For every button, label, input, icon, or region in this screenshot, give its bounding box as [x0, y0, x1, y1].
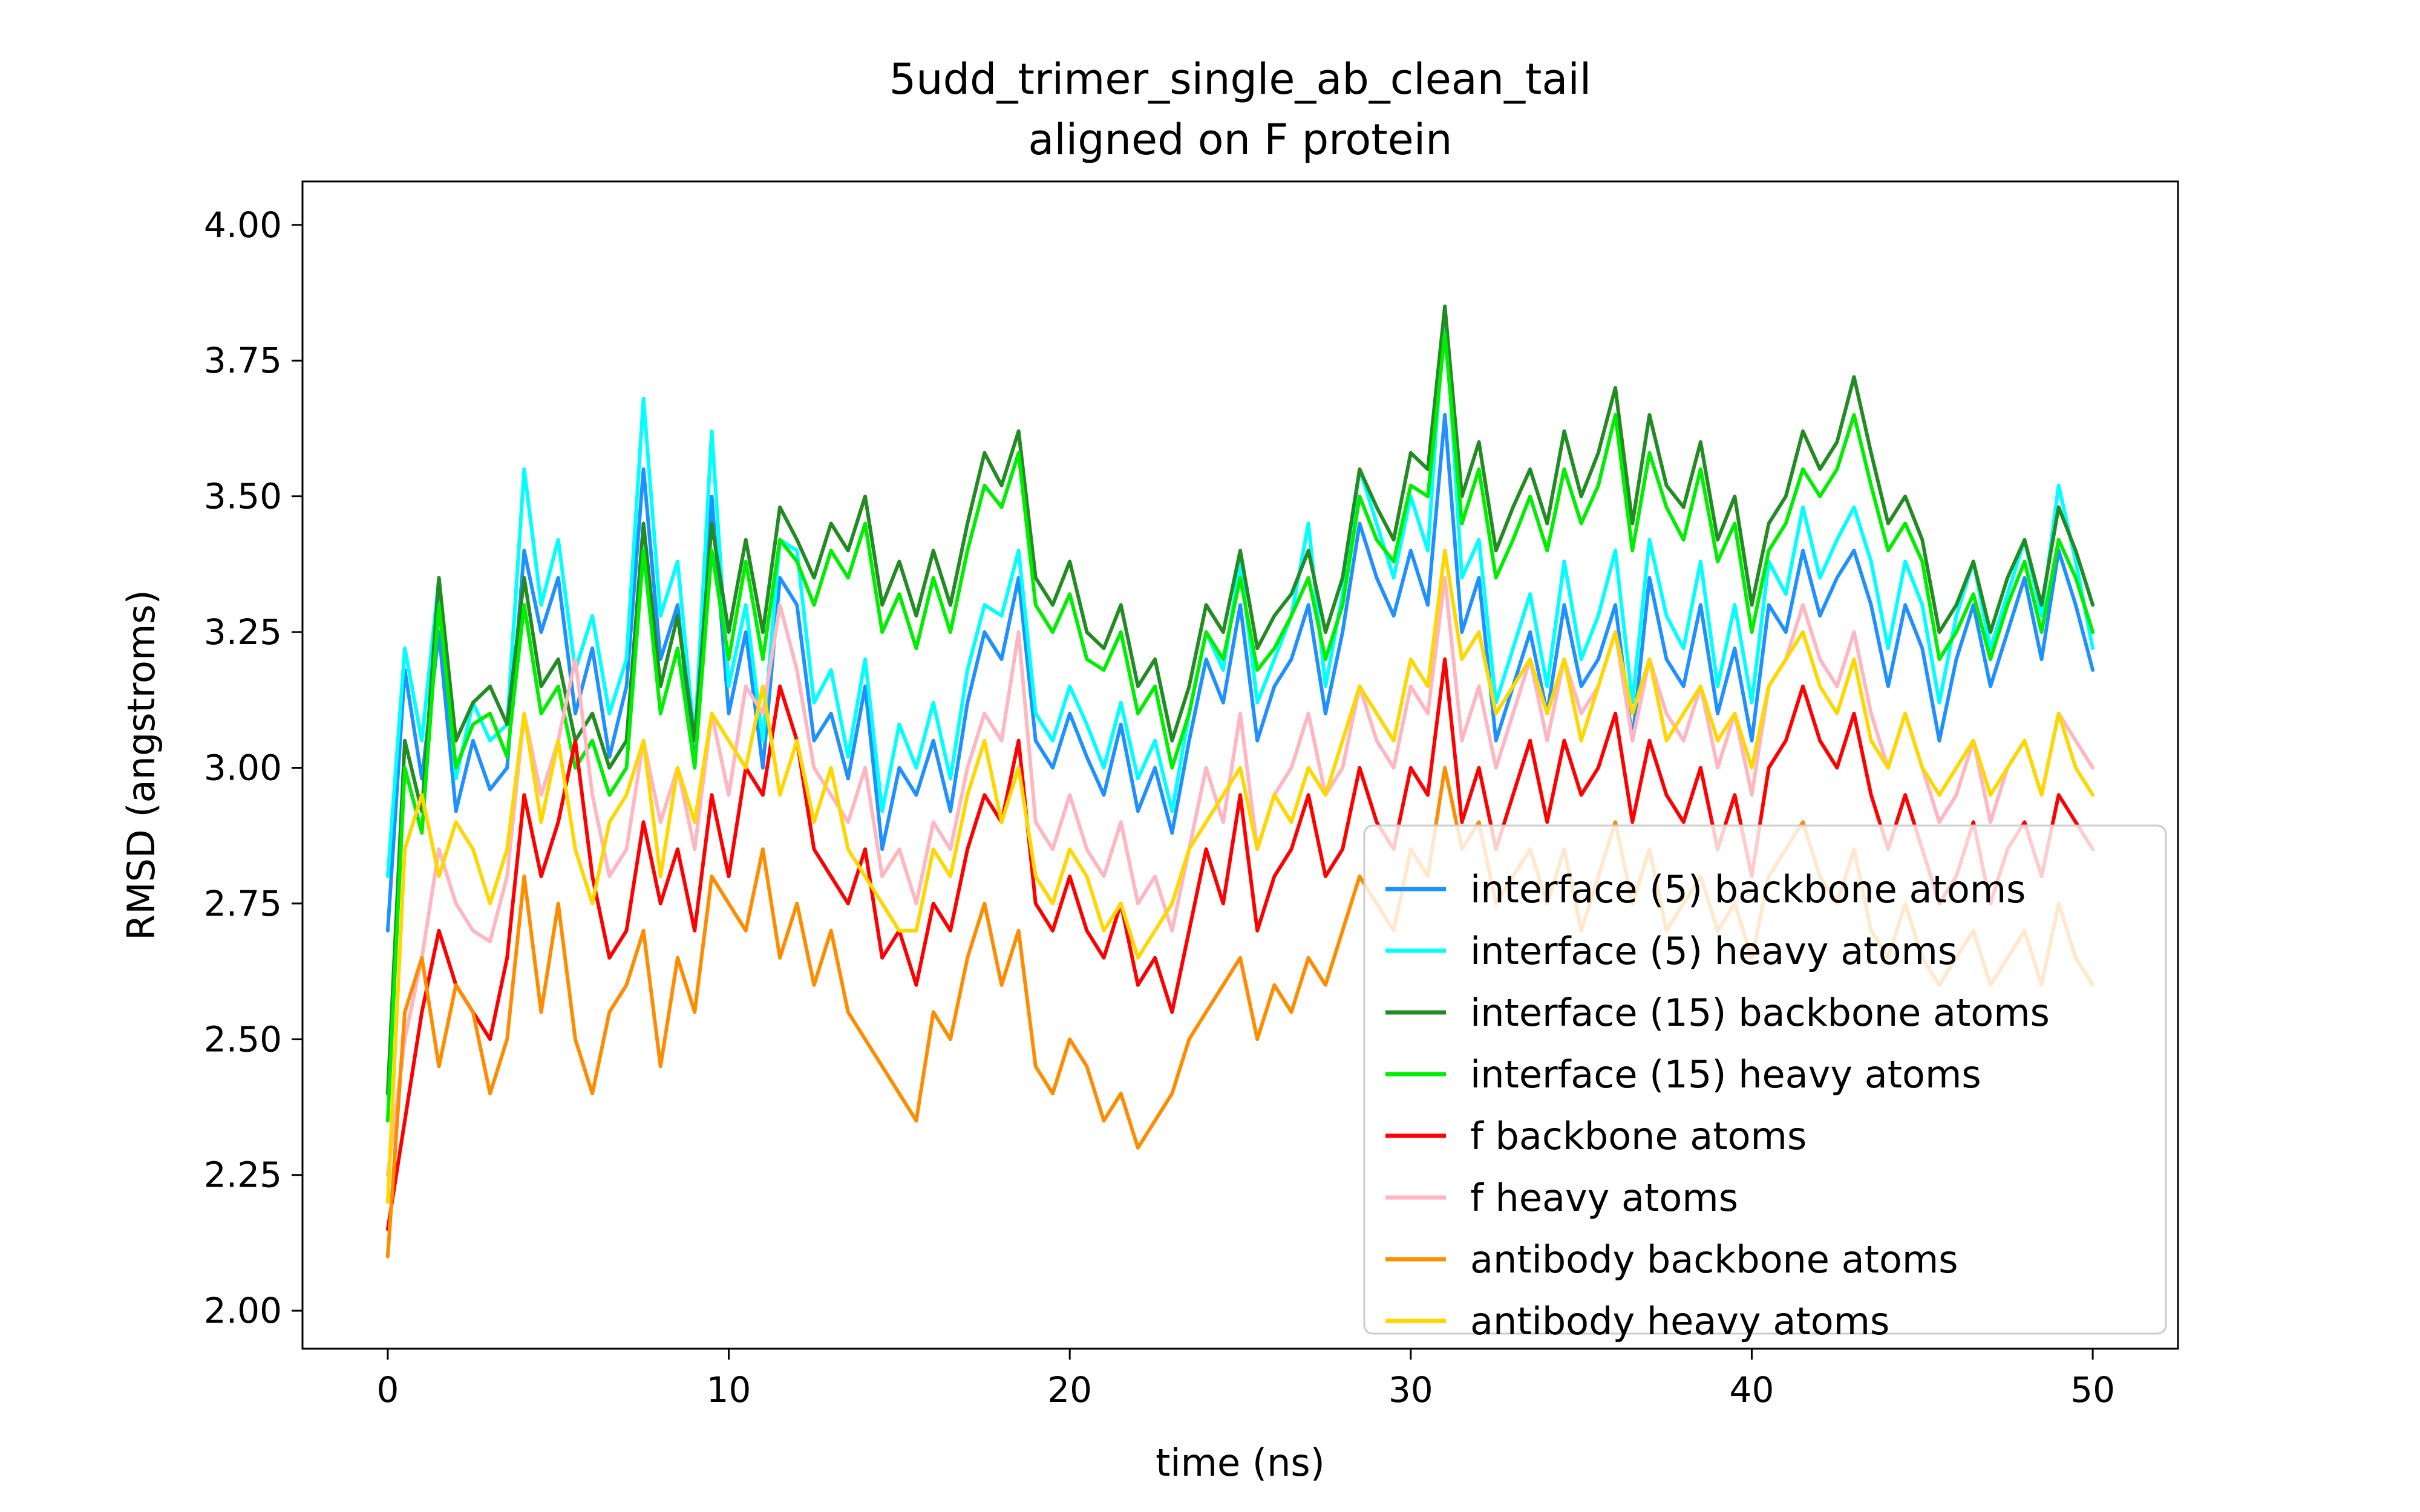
- y-tick-label: 4.00: [204, 204, 282, 246]
- series-line-5: [385, 576, 2095, 1177]
- series-line-2: [385, 304, 2095, 1096]
- y-tick-label: 3.50: [204, 476, 282, 517]
- legend-box: [1363, 824, 2167, 1335]
- y-tick-label: 3.00: [204, 747, 282, 788]
- x-tick-label: 10: [707, 1369, 751, 1410]
- y-axis: 2.00 2.25 2.50 2.75 3.00 3.25 3.50 3.75 4.00: [204, 204, 302, 1331]
- legend-label-4: f backbone atoms: [1470, 1114, 1807, 1158]
- series-line-1: [385, 304, 2095, 878]
- chart-title: 5udd_trimer_single_ab_clean_tail: [889, 54, 1592, 104]
- legend-label-3: interface (15) heavy atoms: [1470, 1052, 1981, 1097]
- x-tick-label: 40: [1730, 1369, 1774, 1410]
- legend: interface (5) backbone atoms interface (5…: [1363, 824, 2167, 1343]
- y-tick-label: 2.75: [204, 883, 282, 924]
- legend-label-0: interface (5) backbone atoms: [1470, 867, 2026, 911]
- y-axis-label: RMSD (angstroms): [119, 590, 163, 940]
- chart-subtitle: aligned on F protein: [1028, 115, 1452, 165]
- series-line-3: [385, 331, 2095, 1123]
- x-tick-label: 20: [1047, 1369, 1092, 1410]
- y-tick-label: 2.00: [204, 1290, 282, 1331]
- y-tick-label: 3.25: [204, 611, 282, 653]
- x-tick-label: 0: [376, 1369, 399, 1410]
- legend-label-2: interface (15) backbone atoms: [1470, 991, 2050, 1035]
- plot-frame: [301, 180, 2179, 1350]
- x-tick-label: 30: [1388, 1369, 1433, 1410]
- legend-label-7: antibody heavy atoms: [1470, 1299, 1889, 1343]
- y-tick-label: 2.25: [204, 1155, 282, 1196]
- x-axis: 0 10 20 30 40 50: [376, 1349, 2115, 1410]
- legend-label-5: f heavy atoms: [1470, 1176, 1738, 1220]
- x-tick-label: 50: [2070, 1369, 2115, 1410]
- series-line-7: [385, 549, 2095, 1204]
- legend-label-1: interface (5) heavy atoms: [1470, 929, 1957, 973]
- y-tick-label: 3.75: [204, 340, 282, 381]
- series-line-0: [385, 413, 2095, 933]
- y-tick-label: 2.50: [204, 1018, 282, 1060]
- series-line-4: [385, 657, 2095, 1231]
- x-axis-label: time (ns): [1156, 1441, 1325, 1485]
- legend-label-6: antibody backbone atoms: [1470, 1237, 1958, 1282]
